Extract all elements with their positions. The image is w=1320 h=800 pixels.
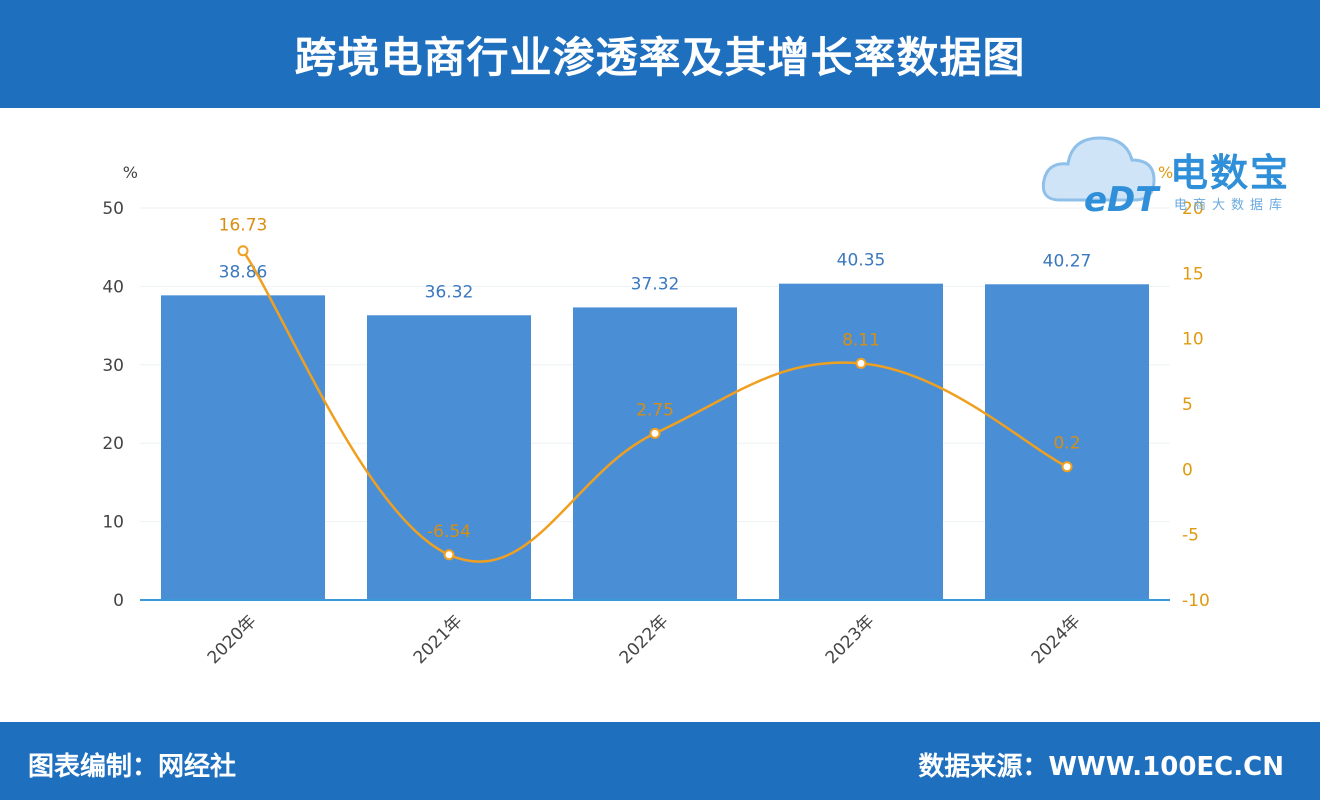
right-axis-tick-label: 5 bbox=[1182, 395, 1193, 415]
chart-area: 0 10 20 30 40 50% -10 -5 0 5 10 15 20% 38.86 36.32 37.3… bbox=[0, 108, 1320, 722]
right-axis-tick-label: 15 bbox=[1182, 264, 1204, 284]
bar-data-label: 37.32 bbox=[631, 274, 680, 294]
line-point bbox=[649, 427, 661, 439]
footer-banner: 图表编制：网经社 数据来源：WWW.100EC.CN bbox=[0, 722, 1320, 800]
left-axis-tick-label: 10 bbox=[102, 513, 124, 533]
left-axis-tick-label: 20 bbox=[102, 434, 124, 454]
footer-source: 数据来源：WWW.100EC.CN bbox=[918, 752, 1284, 782]
right-axis-tick-label: 20 bbox=[1182, 199, 1204, 219]
bar bbox=[779, 283, 943, 600]
left-axis-tick-label: 50 bbox=[102, 199, 124, 219]
chart-svg: 0 10 20 30 40 50% -10 -5 0 5 10 15 20% 38.86 36.32 37.3… bbox=[102, 163, 1210, 668]
logo-name: 电数宝 bbox=[1170, 151, 1291, 195]
logo-subtitle: 电商大数据库 bbox=[1174, 198, 1289, 213]
bar bbox=[161, 295, 325, 600]
x-axis-tick-label: 2020年 bbox=[204, 611, 261, 668]
x-axis-tick-label: 2024年 bbox=[1028, 611, 1085, 668]
right-axis-tick-label: 10 bbox=[1182, 330, 1204, 350]
watermark-logo: eDT 电数宝 电商大数据库 bbox=[1040, 120, 1310, 220]
right-axis-tick-label: -5 bbox=[1182, 526, 1199, 546]
right-axis-tick-label: -10 bbox=[1182, 591, 1210, 611]
line-data-label: 16.73 bbox=[219, 216, 268, 236]
bar bbox=[985, 284, 1149, 600]
left-axis-tick-label: 0 bbox=[113, 591, 124, 611]
bar-data-label: 40.35 bbox=[837, 251, 886, 271]
x-axis-tick-label: 2022年 bbox=[616, 611, 673, 668]
line-data-label: -6.54 bbox=[427, 522, 471, 542]
bar bbox=[573, 307, 737, 600]
line-point bbox=[237, 245, 249, 257]
line-data-label: 0.2 bbox=[1053, 434, 1080, 454]
chart-title: 跨境电商行业渗透率及其增长率数据图 bbox=[294, 32, 1026, 82]
line-point bbox=[443, 549, 455, 561]
line-data-label: 2.75 bbox=[636, 400, 674, 420]
cloud-icon bbox=[1041, 136, 1156, 202]
logo-mark: eDT bbox=[1084, 180, 1159, 220]
bar-data-label: 38.86 bbox=[219, 262, 268, 282]
bar-data-label: 36.32 bbox=[425, 282, 474, 302]
x-axis-tick-label: 2023年 bbox=[822, 611, 879, 668]
line-point bbox=[1061, 461, 1073, 473]
left-axis-tick-label: 40 bbox=[102, 277, 124, 297]
left-axis-unit: % bbox=[123, 163, 138, 182]
bar-data-label: 40.27 bbox=[1043, 251, 1092, 271]
x-axis-tick-label: 2021年 bbox=[410, 611, 467, 668]
line-point bbox=[855, 357, 867, 369]
left-axis-tick-label: 30 bbox=[102, 356, 124, 376]
right-axis-tick-label: 0 bbox=[1182, 460, 1193, 480]
growth-rate-line bbox=[241, 250, 1068, 563]
right-axis-unit: % bbox=[1158, 163, 1173, 182]
title-banner: 跨境电商行业渗透率及其增长率数据图 bbox=[0, 0, 1320, 108]
footer-compiler: 图表编制：网经社 bbox=[28, 752, 237, 782]
line-data-label: 8.11 bbox=[842, 330, 880, 350]
